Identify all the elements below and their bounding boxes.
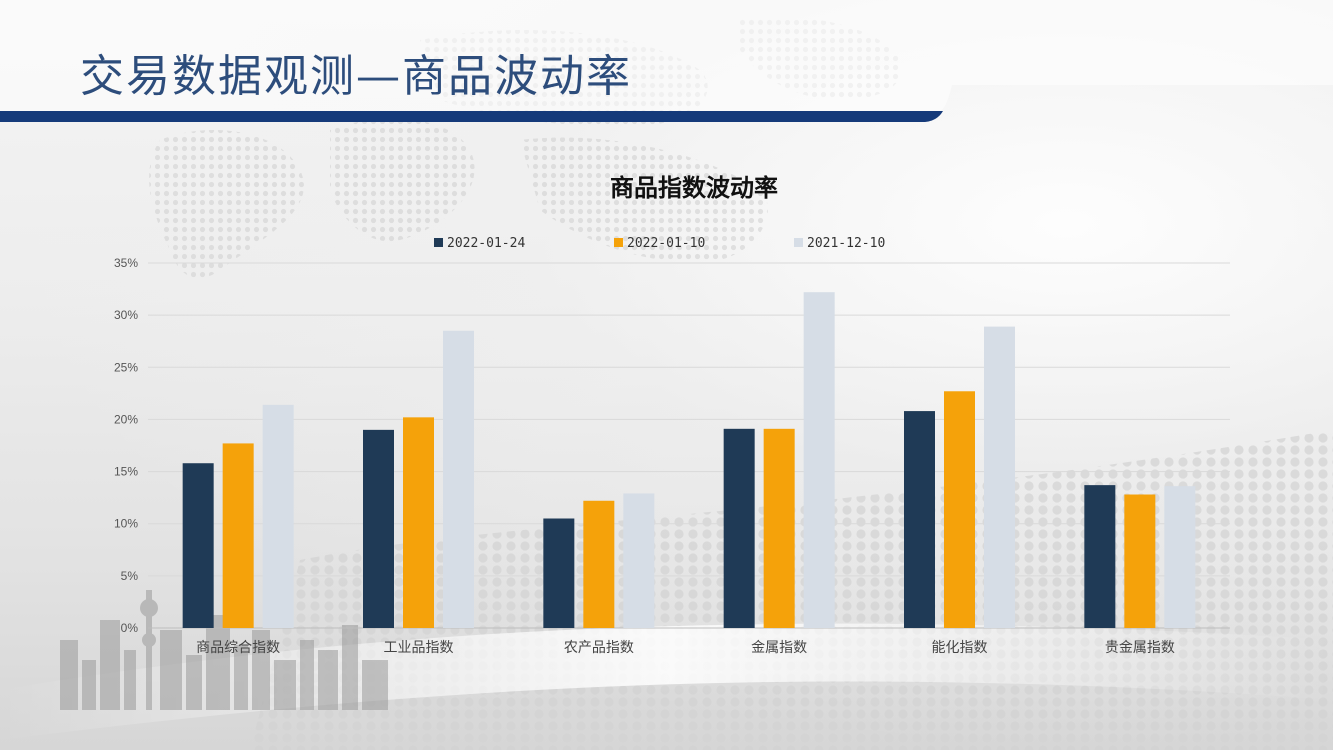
y-tick-label: 20%	[114, 412, 138, 426]
bar-2022-01-24-贵金属指数	[1084, 485, 1116, 628]
x-category-label: 农产品指数	[564, 640, 634, 656]
city-skyline	[60, 590, 388, 710]
x-category-label: 商品综合指数	[196, 640, 280, 656]
bar-2022-01-10-金属指数	[763, 428, 795, 628]
bar-2022-01-10-贵金属指数	[1124, 494, 1156, 628]
bar-2021-12-10-商品综合指数	[262, 404, 294, 628]
y-tick-label: 35%	[114, 256, 138, 270]
legend-swatch	[614, 238, 623, 247]
bar-2022-01-10-工业品指数	[403, 417, 434, 628]
y-tick-label: 25%	[114, 360, 138, 374]
x-category-label: 金属指数	[751, 640, 807, 656]
legend-label: 2022-01-10	[627, 236, 705, 251]
title-underline	[0, 111, 943, 122]
bar-2021-12-10-贵金属指数	[1164, 486, 1196, 628]
bar-2021-12-10-能化指数	[984, 326, 1015, 628]
y-tick-label: 5%	[121, 569, 139, 583]
title-bar	[0, 0, 1333, 122]
slide-title: 交易数据观测—商品波动率	[80, 51, 632, 102]
bar-2022-01-10-能化指数	[944, 391, 975, 628]
legend-label: 2021-12-10	[807, 236, 885, 251]
gridlines	[148, 262, 1230, 629]
chart-legend: 2022-01-24 2022-01-10 2021-12-10	[434, 236, 885, 251]
bar-2021-12-10-农产品指数	[623, 493, 655, 628]
x-category-label: 工业品指数	[384, 640, 454, 656]
y-tick-label: 30%	[114, 308, 138, 322]
y-tick-label: 10%	[114, 517, 138, 531]
bar-2021-12-10-工业品指数	[443, 330, 474, 628]
y-tick-label: 0%	[121, 621, 139, 635]
bar-2022-01-24-工业品指数	[363, 429, 394, 628]
legend-swatch	[794, 238, 803, 247]
bar-2022-01-10-商品综合指数	[222, 443, 254, 628]
y-tick-label: 15%	[114, 465, 138, 479]
bar-2022-01-10-农产品指数	[583, 500, 615, 628]
bar-2021-12-10-金属指数	[803, 292, 835, 628]
legend-swatch	[434, 238, 443, 247]
bar-2022-01-24-能化指数	[904, 411, 935, 628]
y-axis-ticks: 0% 5% 10% 15% 20% 25% 30% 35%	[114, 256, 138, 635]
x-category-label: 能化指数	[932, 640, 988, 656]
x-axis-labels: 商品综合指数 工业品指数 农产品指数 金属指数 能化指数 贵金属指数	[196, 640, 1175, 656]
legend-label: 2022-01-24	[447, 236, 525, 251]
bar-2022-01-24-商品综合指数	[182, 463, 214, 628]
x-category-label: 贵金属指数	[1105, 640, 1175, 656]
bar-2022-01-24-金属指数	[723, 428, 755, 628]
bar-2022-01-24-农产品指数	[543, 518, 575, 628]
chart-title: 商品指数波动率	[610, 174, 778, 202]
bars	[182, 292, 1196, 628]
